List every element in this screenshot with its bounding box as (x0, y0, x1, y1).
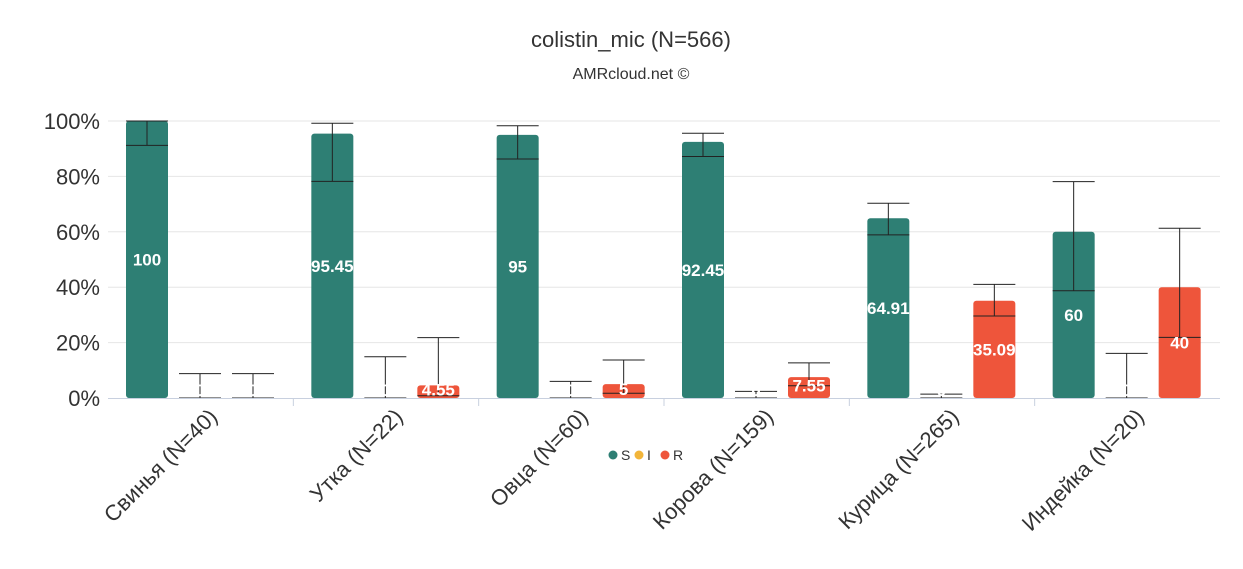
y-tick-label: 20% (56, 331, 100, 356)
x-tick-label: Овца (N=60) (485, 404, 593, 512)
y-axis: 0% 20% 40% 60% 80% 100% (44, 109, 100, 411)
bar-s-2[interactable] (496, 134, 539, 398)
bar-s-5[interactable] (1052, 231, 1095, 398)
data-label: 0 (1122, 381, 1131, 400)
data-label: 4.55 (422, 381, 455, 400)
x-tick-label: Индейка (N=20) (1017, 404, 1149, 536)
bar-r-4[interactable] (973, 300, 1016, 398)
y-tick-label: 40% (56, 275, 100, 300)
bar-s-4[interactable] (867, 218, 910, 398)
legend-label: R (673, 447, 683, 463)
legend-item-r[interactable]: R (660, 447, 684, 463)
x-tick-label: Свинья (N=40) (99, 404, 222, 527)
bar-s-0[interactable] (126, 121, 168, 398)
legend-marker-s (608, 450, 618, 460)
data-label: 0 (195, 381, 204, 400)
data-label: 0 (566, 381, 575, 400)
y-tick-label: 0% (68, 386, 100, 411)
x-axis: Свинья (N=40) Утка (N=22) Овца (N=60) Коров… (99, 398, 1220, 536)
data-label: 35.09 (973, 340, 1016, 359)
chart-title: colistin_mic (N=566) (531, 27, 731, 52)
data-label: 0 (381, 381, 390, 400)
legend-item-s[interactable]: S (608, 447, 631, 463)
grid (108, 120, 1220, 344)
data-label: 7.55 (792, 377, 825, 396)
data-label: 92.45 (682, 261, 725, 280)
bars: 100 0 0 95.45 0 4.55 95 0 5 92.45 0 7.55 64.91 0 35.09… (126, 120, 1201, 400)
legend-marker-i (634, 450, 644, 460)
data-label: 95.45 (311, 257, 354, 276)
x-tick-label: Утка (N=22) (305, 404, 408, 507)
data-label: 0 (937, 381, 946, 400)
legend-marker-r (660, 450, 670, 460)
data-label: 60 (1064, 306, 1083, 325)
data-label: 100 (133, 251, 161, 270)
y-tick-label: 100% (44, 109, 100, 134)
x-tick-label: Корова (N=159) (648, 404, 778, 534)
data-label: 0 (751, 381, 760, 400)
data-label: 40 (1170, 334, 1189, 353)
bar-s-1[interactable] (311, 133, 354, 398)
y-tick-label: 60% (56, 220, 100, 245)
bar-r-5[interactable] (1158, 287, 1201, 398)
bar-s-3[interactable] (682, 141, 724, 398)
x-tick-label: Курица (N=265) (833, 404, 963, 534)
data-label: 64.91 (867, 299, 910, 318)
legend-label: S (621, 447, 630, 463)
legend-label: I (647, 447, 651, 463)
legend-item-i[interactable]: I (634, 447, 651, 463)
chart-subtitle: AMRcloud.net © (573, 66, 690, 83)
data-label: 5 (619, 380, 628, 399)
y-tick-label: 80% (56, 164, 100, 189)
data-label: 0 (248, 381, 257, 400)
data-label: 95 (508, 257, 527, 276)
bar-r-3[interactable] (788, 377, 830, 398)
